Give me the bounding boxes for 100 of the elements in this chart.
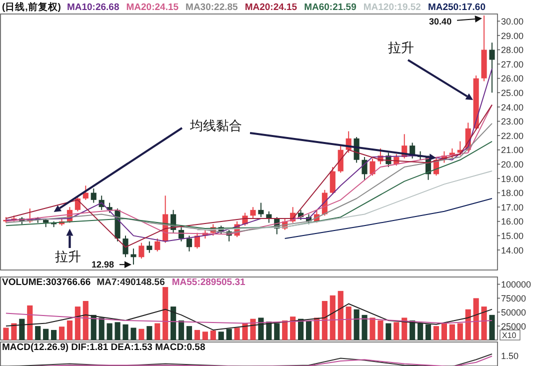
- bar: [27, 305, 33, 340]
- candlestick: [122, 235, 128, 258]
- text: MA250:17.60: [428, 2, 486, 13]
- bar: [11, 323, 17, 340]
- bar: [74, 306, 80, 340]
- bar: [418, 323, 424, 340]
- bar: [489, 314, 495, 340]
- bar: [282, 320, 288, 340]
- bar: [465, 309, 471, 340]
- bar: [481, 306, 487, 340]
- annotation: 均线黏合: [189, 119, 242, 134]
- y-tick-label: 16.00: [501, 216, 524, 227]
- bar: [370, 318, 376, 340]
- bar: [306, 320, 312, 340]
- bar: [274, 323, 280, 340]
- y-tick-label: 14.00: [501, 245, 524, 256]
- bar: [202, 332, 208, 340]
- chart-title: (日线,前复权): [2, 1, 61, 13]
- chart-title: MACD(12.26.9) DIF:1.81 DEA:1.53 MACD:0.58: [2, 342, 206, 353]
- bar: [194, 330, 200, 340]
- line-series: [5, 303, 493, 330]
- bar: [330, 295, 336, 340]
- line-series: [196, 170, 493, 230]
- text: MA55:289505.31: [172, 277, 246, 288]
- y-tick-label: 50000: [501, 307, 526, 318]
- bar: [58, 326, 65, 340]
- text: MA10:26.68: [66, 2, 120, 13]
- bar: [258, 318, 264, 340]
- annotation: 拉升: [55, 250, 81, 265]
- y-tick-label: 100000: [501, 280, 532, 290]
- bar: [338, 290, 344, 340]
- bar: [82, 300, 88, 340]
- bar: [433, 326, 440, 340]
- candlestick: [194, 232, 200, 250]
- y-tick-label: 24.00: [501, 102, 524, 112]
- bar: [290, 316, 296, 340]
- candlestick: [362, 156, 368, 180]
- line-series: [5, 140, 493, 230]
- y-tick-label: 25000: [501, 321, 526, 332]
- annotation: 12.98: [91, 260, 114, 270]
- bar: [425, 324, 432, 340]
- candlestick: [154, 238, 160, 252]
- text: MA60:21.59: [304, 2, 356, 13]
- candlestick: [146, 240, 152, 254]
- y-tick-label: 27.00: [501, 59, 524, 70]
- bar: [66, 320, 73, 340]
- annotation: 30.40: [429, 16, 452, 26]
- bar: [457, 323, 463, 340]
- bar: [19, 318, 25, 340]
- y-tick-label: 20.00: [501, 159, 524, 170]
- y-tick-label: 75000: [501, 293, 526, 304]
- bar: [354, 309, 360, 340]
- y-tick-label: 30.00: [501, 16, 524, 26]
- bar: [234, 328, 240, 340]
- candlestick: [489, 42, 495, 94]
- y-tick-label: 26.00: [501, 74, 524, 84]
- y-tick-label: 18.00: [501, 188, 524, 198]
- candlestick: [266, 210, 272, 224]
- bar: [394, 322, 400, 340]
- bar: [3, 328, 9, 340]
- candlestick: [130, 248, 136, 266]
- candlestick: [138, 242, 144, 260]
- line-series: [284, 198, 493, 240]
- bar: [242, 323, 248, 340]
- bar: [473, 298, 479, 340]
- bar: [362, 314, 368, 340]
- text: X10: [502, 331, 517, 340]
- bar: [98, 318, 104, 340]
- bar: [402, 318, 408, 340]
- bar: [122, 324, 128, 340]
- candlestick: [186, 235, 192, 252]
- bar: [186, 326, 192, 340]
- bar: [346, 306, 352, 340]
- bar: [138, 328, 144, 340]
- bar: [43, 328, 49, 340]
- bar: [106, 323, 112, 340]
- bar: [210, 330, 216, 340]
- y-tick-label: 15.00: [501, 230, 524, 241]
- y-tick-label: 25.00: [501, 88, 524, 98]
- bar: [51, 330, 57, 340]
- bar: [322, 300, 328, 340]
- text: MA120:19.52: [363, 2, 421, 13]
- text: MA30:22.85: [186, 2, 239, 13]
- y-tick-label: 23.00: [501, 116, 524, 127]
- y-tick-label: 19.00: [501, 174, 524, 184]
- bar: [178, 320, 184, 340]
- bar: [35, 326, 41, 340]
- bar: [146, 326, 152, 340]
- bar: [90, 314, 96, 340]
- bar: [226, 328, 232, 340]
- bar: [130, 328, 136, 340]
- line-series: [5, 312, 493, 324]
- candlestick: [82, 185, 88, 200]
- y-tick-label: 21.00: [501, 145, 524, 156]
- candlestick: [370, 158, 376, 176]
- annotation: 拉升: [388, 41, 414, 56]
- candlestick: [338, 145, 344, 174]
- bar: [386, 323, 392, 340]
- bar: [114, 322, 120, 340]
- y-tick-label: 17.00: [501, 202, 524, 212]
